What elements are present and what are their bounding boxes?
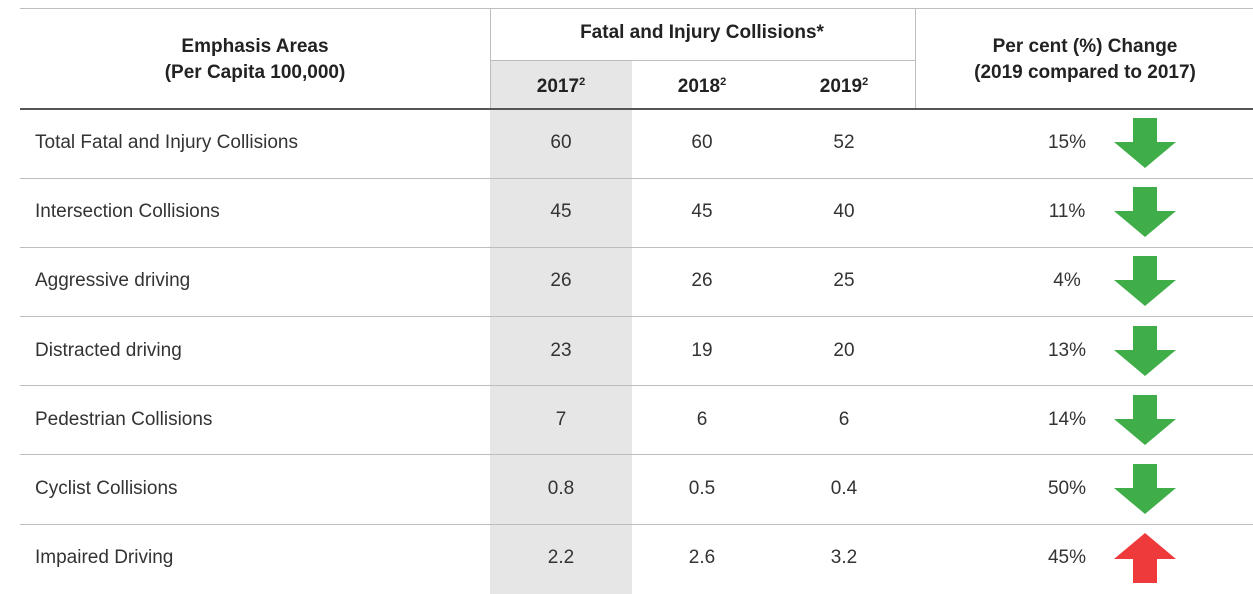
trend-arrow [1114,256,1176,307]
year: 2017 [536,76,580,98]
row-label: Impaired Driving [35,547,174,569]
cell: 26 [550,270,572,292]
cell: 2.2 [547,547,575,569]
change: 14% [1047,408,1087,430]
cell: 2.6 [688,547,716,569]
arrow-shape [1114,464,1176,514]
change: 13% [1047,339,1087,361]
change: 4% [1053,270,1081,292]
cell: 3.2 [830,547,858,569]
rule [20,385,1253,386]
arrow-shape [1114,533,1176,584]
rule [490,8,491,108]
rule [20,8,1253,9]
rule [20,247,1253,248]
cell: 40 [833,201,855,223]
rule [20,316,1253,317]
arrow-shape [1114,325,1176,376]
row-label: Intersection Collisions [35,201,220,223]
trend-arrow [1114,533,1176,584]
cell: 25 [833,270,855,292]
cell: 19 [691,339,713,361]
year: 2019 [819,76,863,98]
trend-arrow [1114,394,1176,445]
arrow-shape [1114,394,1176,445]
shade-2017 [490,60,632,594]
year-header: 20182 [678,76,726,98]
footnote: 2 [720,75,727,88]
header-text: Emphasis Areas [181,36,329,57]
arrow-shape [1114,256,1176,307]
change: 45% [1047,547,1087,569]
change: 50% [1047,478,1087,499]
header-text: Per cent (%) Change [992,36,1178,57]
row-label: Cyclist Collisions [35,478,178,499]
cell: 23 [550,339,572,361]
footnote: 2 [862,75,869,88]
cell: 0.8 [547,478,575,499]
row-label: Pedestrian Collisions [35,408,213,430]
header-text: (Per Capita 100,000) [164,62,346,83]
cell: 60 [550,132,572,153]
rule [20,108,1253,110]
change: 11% [1048,201,1086,223]
arrow-shape [1114,118,1176,168]
trend-arrow [1114,325,1176,376]
header-text: Fatal and Injury Collisions* [580,22,824,43]
year-header: 20192 [820,76,868,98]
cell: 45 [550,201,572,223]
footnote: 2 [579,75,586,88]
rule [20,178,1253,179]
cell: 6 [696,408,708,430]
trend-arrow [1114,187,1176,238]
change: 15% [1047,132,1087,153]
year-header: 20172 [537,76,585,98]
header-text: (2019 compared to 2017) [974,62,1196,83]
cell: 20 [833,339,855,361]
rule [20,454,1253,455]
cell: 7 [555,408,567,430]
cell: 52 [833,132,855,153]
cell: 45 [691,201,713,223]
row-label: Total Fatal and Injury Collisions [35,132,298,153]
arrow-shape [1114,187,1176,238]
year: 2018 [677,76,721,98]
cell: 6 [838,408,850,430]
trend-arrow [1114,464,1176,514]
cell: 26 [691,270,713,292]
cell: 0.5 [688,478,716,499]
rule [20,524,1253,525]
rule [915,8,916,108]
row-label: Aggressive driving [35,270,191,292]
row-label: Distracted driving [35,339,182,361]
trend-arrow [1114,118,1176,168]
cell: 0.4 [830,478,858,499]
cell: 60 [691,132,713,153]
rule [490,60,915,61]
